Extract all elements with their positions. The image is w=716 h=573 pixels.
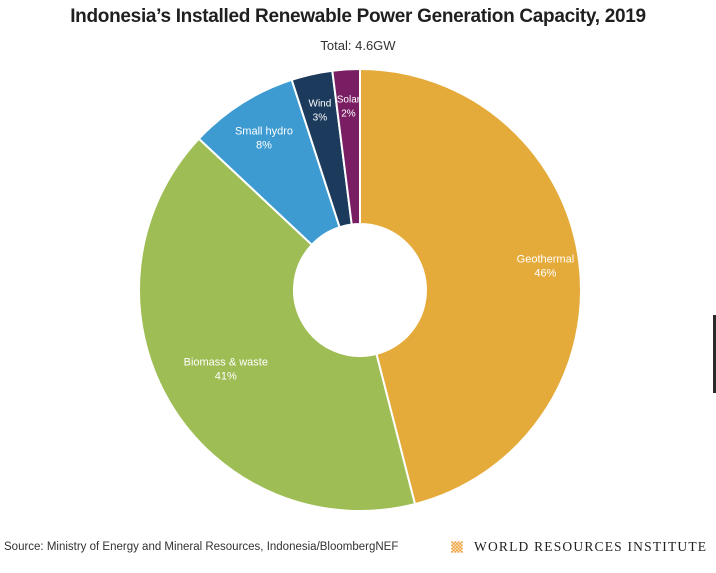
logo-dot — [460, 544, 463, 547]
logo-dot — [452, 542, 455, 545]
edge-divider — [713, 315, 716, 393]
logo-dot — [452, 549, 455, 552]
chart-subtitle: Total: 4.6GW — [320, 38, 396, 53]
slice-biomass-waste — [138, 137, 417, 512]
logo-dot — [451, 541, 454, 544]
chart-title: Indonesia’s Installed Renewable Power Ge… — [70, 6, 646, 27]
logo-dot — [455, 549, 459, 552]
logo-dot — [460, 550, 463, 553]
logo-dot — [451, 550, 454, 553]
wri-diamond-logo-icon — [451, 541, 463, 553]
logo-dot — [459, 542, 462, 545]
slice-label-geothermal: Geothermal — [517, 254, 574, 266]
logo-dot — [455, 545, 459, 549]
logo-dot — [454, 550, 457, 553]
slice-value-biomass-waste: 41% — [215, 370, 237, 382]
logo-dot — [451, 544, 454, 547]
logo-dot — [457, 547, 460, 550]
logo-dot — [454, 544, 457, 547]
slice-value-wind: 3% — [313, 113, 328, 124]
logo-dot — [454, 547, 457, 550]
logo-dot — [451, 547, 454, 550]
logo-dot — [457, 544, 460, 547]
logo-dot — [455, 542, 459, 545]
slice-label-biomass-waste: Biomass & waste — [184, 356, 268, 368]
slice-label-solar: Solar — [337, 95, 361, 106]
slice-value-solar: 2% — [341, 109, 356, 120]
logo-dot — [457, 550, 460, 553]
slice-solar — [331, 67, 361, 226]
org-name: WORLD RESOURCES INSTITUTE — [474, 539, 708, 554]
logo-dot — [457, 541, 460, 544]
logo-dot — [452, 545, 455, 549]
slice-geothermal — [359, 67, 582, 506]
logo-dot — [454, 541, 457, 544]
slice-label-small-hydro: Small hydro — [235, 126, 293, 138]
logo-dot — [460, 541, 463, 544]
logo-dot — [460, 547, 463, 550]
source-note: Source: Ministry of Energy and Mineral R… — [4, 541, 399, 553]
slice-value-geothermal: 46% — [534, 268, 556, 280]
org-branding: WORLD RESOURCES INSTITUTE — [446, 536, 707, 558]
logo-dot — [459, 549, 462, 552]
slice-label-wind: Wind — [309, 99, 332, 110]
logo-dot — [459, 545, 462, 549]
slice-value-small-hydro: 8% — [256, 140, 272, 152]
